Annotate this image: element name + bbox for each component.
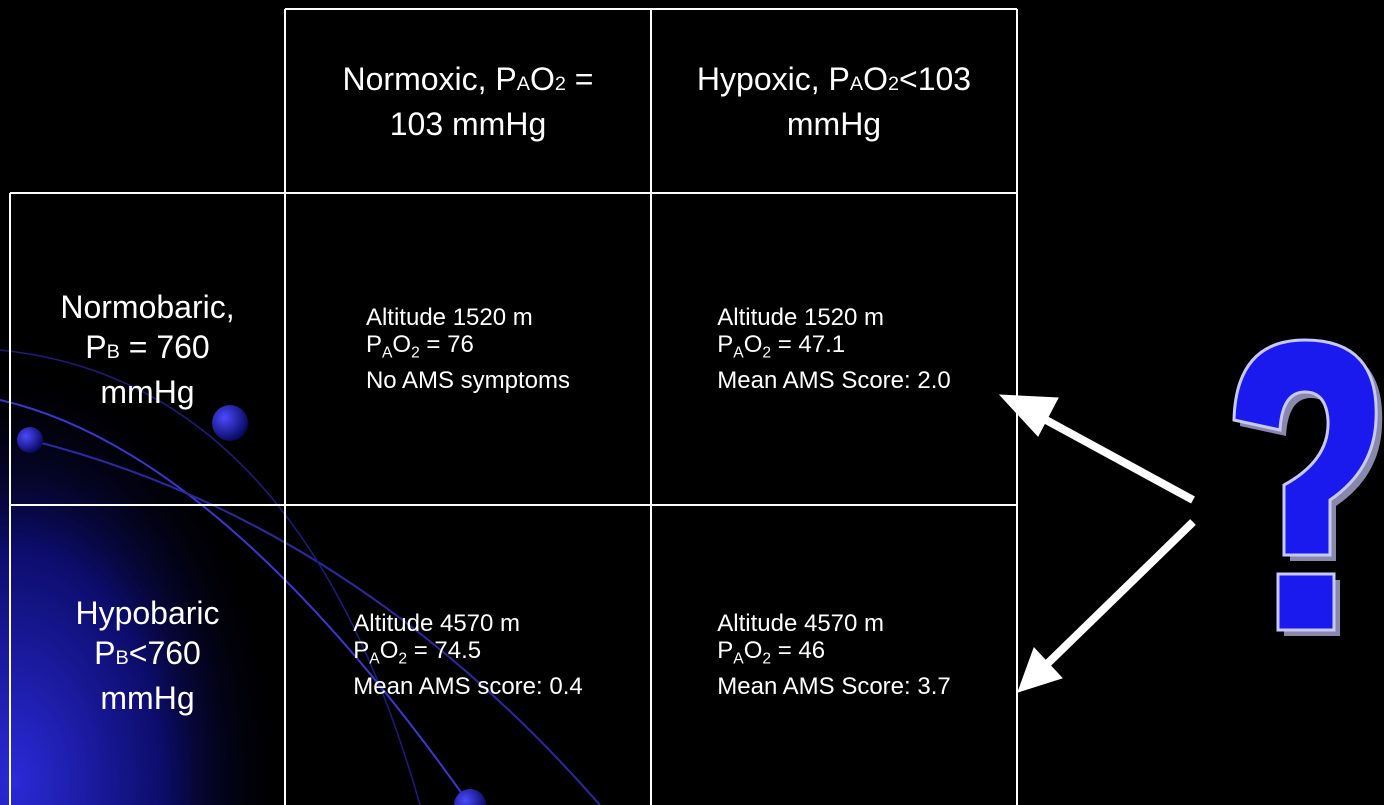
text-run: <760 [128, 634, 201, 671]
text-run: Hypoxic, P [696, 60, 850, 97]
table-cell: Altitude 1520 m PAO2 = 47.1 Mean AMS Score… [651, 193, 1017, 505]
text-run: = 76 [419, 331, 474, 359]
curve [0, 399, 471, 805]
text-run: Mean AMS Score: 2.0 [717, 366, 951, 394]
column-header: Normoxic, PAO2 = 103 mmHg [285, 9, 651, 193]
text-run: B [115, 646, 129, 669]
text-run: O [863, 60, 888, 97]
text-run: = 74.5 [407, 637, 482, 665]
text-run: P [85, 328, 107, 365]
table-cell: Altitude 1520 m PAO2 = 76 No AMS symptoms [285, 193, 651, 505]
text-run: O [379, 637, 399, 665]
text-line: PAO2 = 76 [366, 331, 570, 366]
text-line: mmHg [697, 104, 971, 144]
text-line: Altitude 1520 m [366, 304, 570, 331]
cell-text: Hypoxic, PAO2<103 mmHg [697, 59, 971, 144]
text-line: PB = 760 [60, 327, 234, 372]
arrows [998, 394, 1196, 693]
cell-text: Altitude 1520 m PAO2 = 47.1 Mean AMS Score… [717, 304, 950, 393]
text-run: = 47.1 [771, 331, 846, 359]
text-line: 103 mmHg [343, 104, 594, 144]
cell-text: Altitude 4570 m PAO2 = 74.5 Mean AMS score… [353, 610, 582, 699]
text-run: P [365, 331, 382, 359]
text-run: Altitude 1520 m [365, 304, 533, 332]
orb [212, 405, 248, 441]
text-line: PAO2 = 47.1 [717, 331, 950, 366]
text-line: Mean AMS Score: 2.0 [717, 367, 950, 394]
text-line: Mean AMS score: 0.4 [353, 673, 582, 700]
text-line: PB<760 [75, 633, 219, 678]
text-run: A [381, 344, 393, 362]
text-run: = 760 [119, 328, 210, 365]
cell-text: Normoxic, PAO2 = 103 mmHg [343, 59, 594, 144]
text-run: P [717, 637, 734, 665]
text-line: Altitude 4570 m [717, 610, 950, 637]
text-run: Altitude 4570 m [717, 610, 885, 638]
text-run: Altitude 4570 m [353, 610, 521, 638]
text-line: Hypobaric [75, 593, 219, 633]
text-run: 2 [762, 344, 772, 362]
cell-text: Normobaric, PB = 760 mmHg [60, 287, 234, 412]
text-run: mmHg [786, 105, 882, 142]
text-run: P [94, 634, 116, 671]
text-run: A [849, 72, 864, 95]
text-line: PAO2 = 46 [717, 637, 950, 672]
text-run: O [743, 331, 763, 359]
text-run: Altitude 1520 m [717, 304, 885, 332]
text-run: Mean AMS Score: 3.7 [717, 672, 951, 700]
text-run: A [733, 650, 744, 668]
row-header: Hypobaric PB<760 mmHg [10, 505, 285, 805]
text-run: P [717, 331, 734, 359]
text-run: = [565, 60, 594, 97]
text-run: 2 [762, 650, 772, 668]
text-run: 2 [554, 72, 566, 95]
curve [29, 439, 601, 805]
text-run: Mean AMS score: 0.4 [353, 672, 583, 700]
text-line: Altitude 4570 m [353, 610, 582, 637]
text-line: PAO2 = 74.5 [353, 637, 582, 672]
table-cell: Altitude 4570 m PAO2 = 46 Mean AMS Score: … [651, 505, 1017, 805]
text-run: P [353, 637, 370, 665]
text-run: A [516, 72, 530, 95]
text-run: 2 [887, 72, 899, 95]
text-line: Normobaric, [60, 287, 234, 327]
text-line: No AMS symptoms [366, 367, 570, 394]
text-line: mmHg [60, 372, 234, 412]
text-run: <103 [899, 60, 972, 97]
column-header: Hypoxic, PAO2<103 mmHg [651, 9, 1017, 193]
text-run: = 46 [771, 637, 826, 665]
orb [17, 427, 43, 453]
text-run: Normobaric, [60, 288, 235, 325]
text-run: mmHg [100, 373, 195, 410]
row-header: Normobaric, PB = 760 mmHg [10, 193, 285, 505]
text-run: O [743, 637, 763, 665]
text-run: No AMS symptoms [365, 366, 571, 394]
curve [0, 349, 421, 805]
text-line: Altitude 1520 m [717, 304, 950, 331]
text-run: Normoxic, P [342, 60, 517, 97]
orb [454, 789, 486, 805]
text-line: Mean AMS Score: 3.7 [717, 673, 950, 700]
text-line: mmHg [75, 678, 219, 718]
text-line: Hypoxic, PAO2<103 [697, 59, 971, 104]
cell-text: Altitude 1520 m PAO2 = 76 No AMS symptoms [366, 304, 570, 393]
text-run: O [529, 60, 555, 97]
text-run: A [733, 344, 744, 362]
text-run: 2 [411, 344, 420, 362]
table-cell: Altitude 4570 m PAO2 = 74.5 Mean AMS score… [285, 505, 651, 805]
text-run: B [106, 340, 120, 363]
text-run: Hypobaric [75, 594, 220, 631]
text-run: A [369, 650, 380, 668]
text-run: O [392, 331, 412, 359]
cell-text: Hypobaric PB<760 mmHg [75, 593, 219, 718]
text-run: 2 [398, 650, 408, 668]
cell-text: Altitude 4570 m PAO2 = 46 Mean AMS Score: … [717, 610, 950, 699]
question-mark-icon [1232, 338, 1383, 636]
text-run: 103 mmHg [389, 105, 547, 142]
text-run: mmHg [100, 679, 195, 716]
background-glow [0, 330, 300, 805]
text-line: Normoxic, PAO2 = [343, 59, 594, 104]
